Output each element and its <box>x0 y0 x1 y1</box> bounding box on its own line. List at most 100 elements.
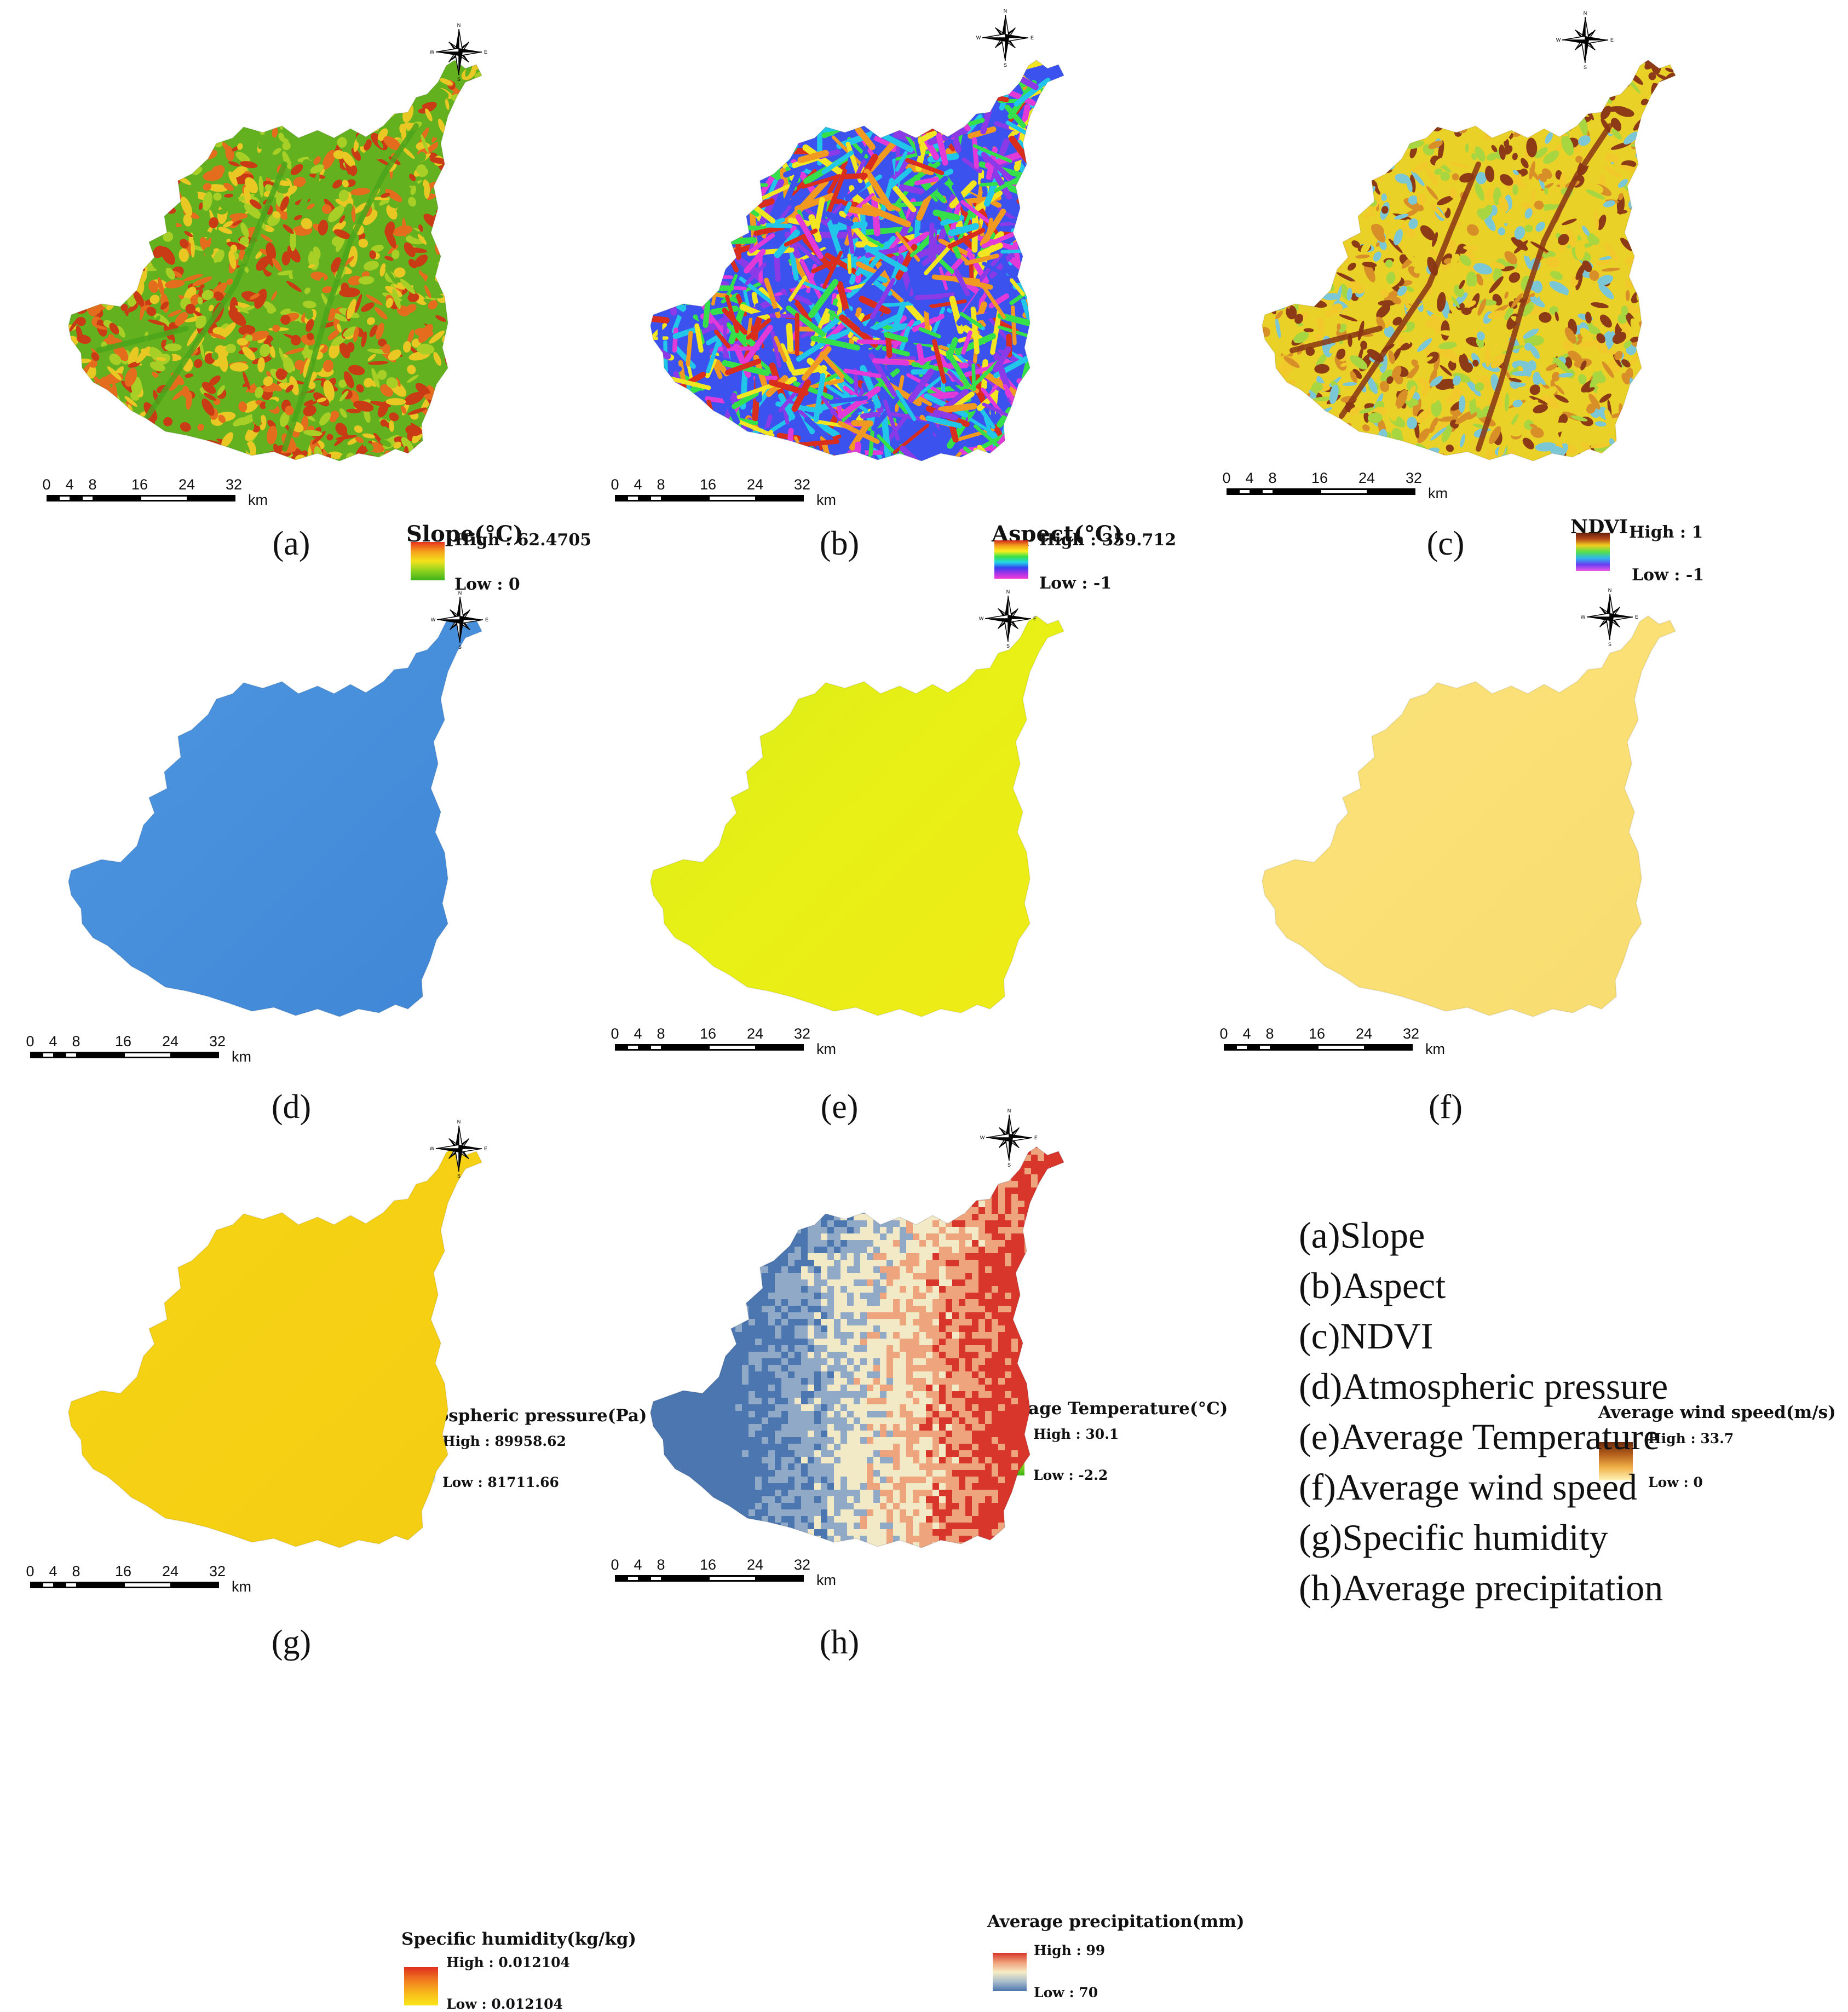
scale-tick-label: 4 <box>1242 1025 1251 1042</box>
legend-high-label: High : 0.012104 <box>446 1955 570 1970</box>
basin-map-e <box>582 556 1198 1103</box>
scale-bar-segment <box>170 1052 219 1058</box>
scale-bar-segment <box>140 495 188 501</box>
compass-east-label: E <box>484 1146 487 1151</box>
scale-unit-label: km <box>232 1578 251 1595</box>
scale-tick-label: 0 <box>26 1033 34 1050</box>
compass-north-label: N <box>457 22 461 28</box>
scale-unit-label: km <box>816 492 836 509</box>
compass-east-label: E <box>1033 616 1037 621</box>
compass-west-label: W <box>1556 37 1561 43</box>
legend-low-label: Low : 70 <box>1034 1985 1098 2001</box>
compass-north-label: N <box>1006 589 1010 595</box>
scale-bar-segment <box>76 1052 125 1058</box>
scale-tick-label: 4 <box>634 1556 642 1573</box>
scale-tick-label: 16 <box>700 476 716 493</box>
compass-east-label: E <box>1635 614 1638 620</box>
basin-map-b <box>582 0 1198 547</box>
panel-label-h: (h) <box>820 1623 859 1662</box>
scale-tick-label: 24 <box>179 476 195 493</box>
scale-unit-label: km <box>1425 1041 1445 1058</box>
scale-bar-segment <box>123 1582 172 1588</box>
compass-south-label: S <box>457 77 460 82</box>
scale-tick-label: 24 <box>1358 470 1375 487</box>
scale-tick-label: 0 <box>611 1025 619 1042</box>
compass-north-label: N <box>1008 1108 1011 1114</box>
scale-tick-label: 8 <box>657 476 665 493</box>
basin-map-d <box>0 556 616 1103</box>
scale-bar-segment <box>1364 1044 1413 1051</box>
key-line-e: (e)Average Temperature <box>1299 1411 1846 1462</box>
scale-tick-label: 0 <box>26 1563 34 1580</box>
scale-bar-segment <box>123 1052 172 1058</box>
compass-west-label: W <box>431 617 436 622</box>
scale-bar-segment <box>76 1582 125 1588</box>
scale-tick-label: 8 <box>72 1033 80 1050</box>
scale-tick-label: 0 <box>611 1556 619 1573</box>
scale-bar-segment <box>661 1575 710 1582</box>
compass-north-label: N <box>1004 8 1008 14</box>
basin-map-a <box>0 0 616 547</box>
scale-tick-label: 24 <box>747 476 763 493</box>
scale-tick-label: 16 <box>700 1556 716 1573</box>
legend-high-label: High : 359.712 <box>1039 531 1176 550</box>
compass-north-label: N <box>1608 587 1612 593</box>
scale-bar-segment <box>755 1575 804 1582</box>
scale-bar-segment <box>661 1044 710 1051</box>
scale-tick-label: 16 <box>115 1033 131 1050</box>
scale-bar-segment <box>1270 1044 1319 1051</box>
scale-bar-segment <box>170 1582 219 1588</box>
scale-bar-segment <box>755 1044 804 1051</box>
legend-high-label: High : 99 <box>1034 1942 1105 1958</box>
scale-bar-segment <box>93 495 141 501</box>
scale-tick-label: 8 <box>657 1556 665 1573</box>
scale-tick-label: 24 <box>162 1563 179 1580</box>
scale-tick-label: 24 <box>747 1025 763 1042</box>
scale-tick-label: 8 <box>657 1025 665 1042</box>
scale-unit-label: km <box>232 1048 251 1065</box>
legend-title: Specific humidity(kg/kg) <box>401 1929 636 1949</box>
scale-tick-label: 8 <box>1268 470 1276 487</box>
compass-south-label: S <box>1008 1162 1011 1168</box>
scale-tick-label: 4 <box>634 476 642 493</box>
scale-tick-label: 4 <box>49 1033 57 1050</box>
legend-high-label: High : 62.4705 <box>454 531 591 550</box>
legend-color-ramp <box>404 1967 438 2005</box>
scale-tick-label: 24 <box>162 1033 179 1050</box>
scale-tick-label: 0 <box>1222 470 1230 487</box>
scale-bar-segment <box>755 495 804 501</box>
scale-tick-label: 4 <box>1245 470 1253 487</box>
scale-tick-label: 0 <box>1219 1025 1228 1042</box>
compass-east-label: E <box>1610 37 1614 43</box>
scale-tick-label: 32 <box>226 476 242 493</box>
scale-bar-segment <box>661 495 710 501</box>
scale-tick-label: 32 <box>794 1025 810 1042</box>
scale-tick-label: 0 <box>611 476 619 493</box>
panel-label-g: (g) <box>272 1623 311 1662</box>
key-line-a: (a)Slope <box>1299 1210 1846 1260</box>
scale-tick-label: 32 <box>794 476 810 493</box>
legend-color-ramp <box>993 1953 1027 1991</box>
scale-tick-label: 32 <box>209 1563 226 1580</box>
key-line-d: (d)Atmospheric pressure <box>1299 1361 1846 1411</box>
scale-bar-segment <box>708 495 757 501</box>
key-line-b: (b)Aspect <box>1299 1260 1846 1311</box>
scale-bar-segment <box>1320 488 1368 495</box>
scale-unit-label: km <box>816 1041 836 1058</box>
compass-south-label: S <box>458 644 462 650</box>
scale-tick-label: 16 <box>1309 1025 1325 1042</box>
scale-unit-label: km <box>248 492 268 509</box>
